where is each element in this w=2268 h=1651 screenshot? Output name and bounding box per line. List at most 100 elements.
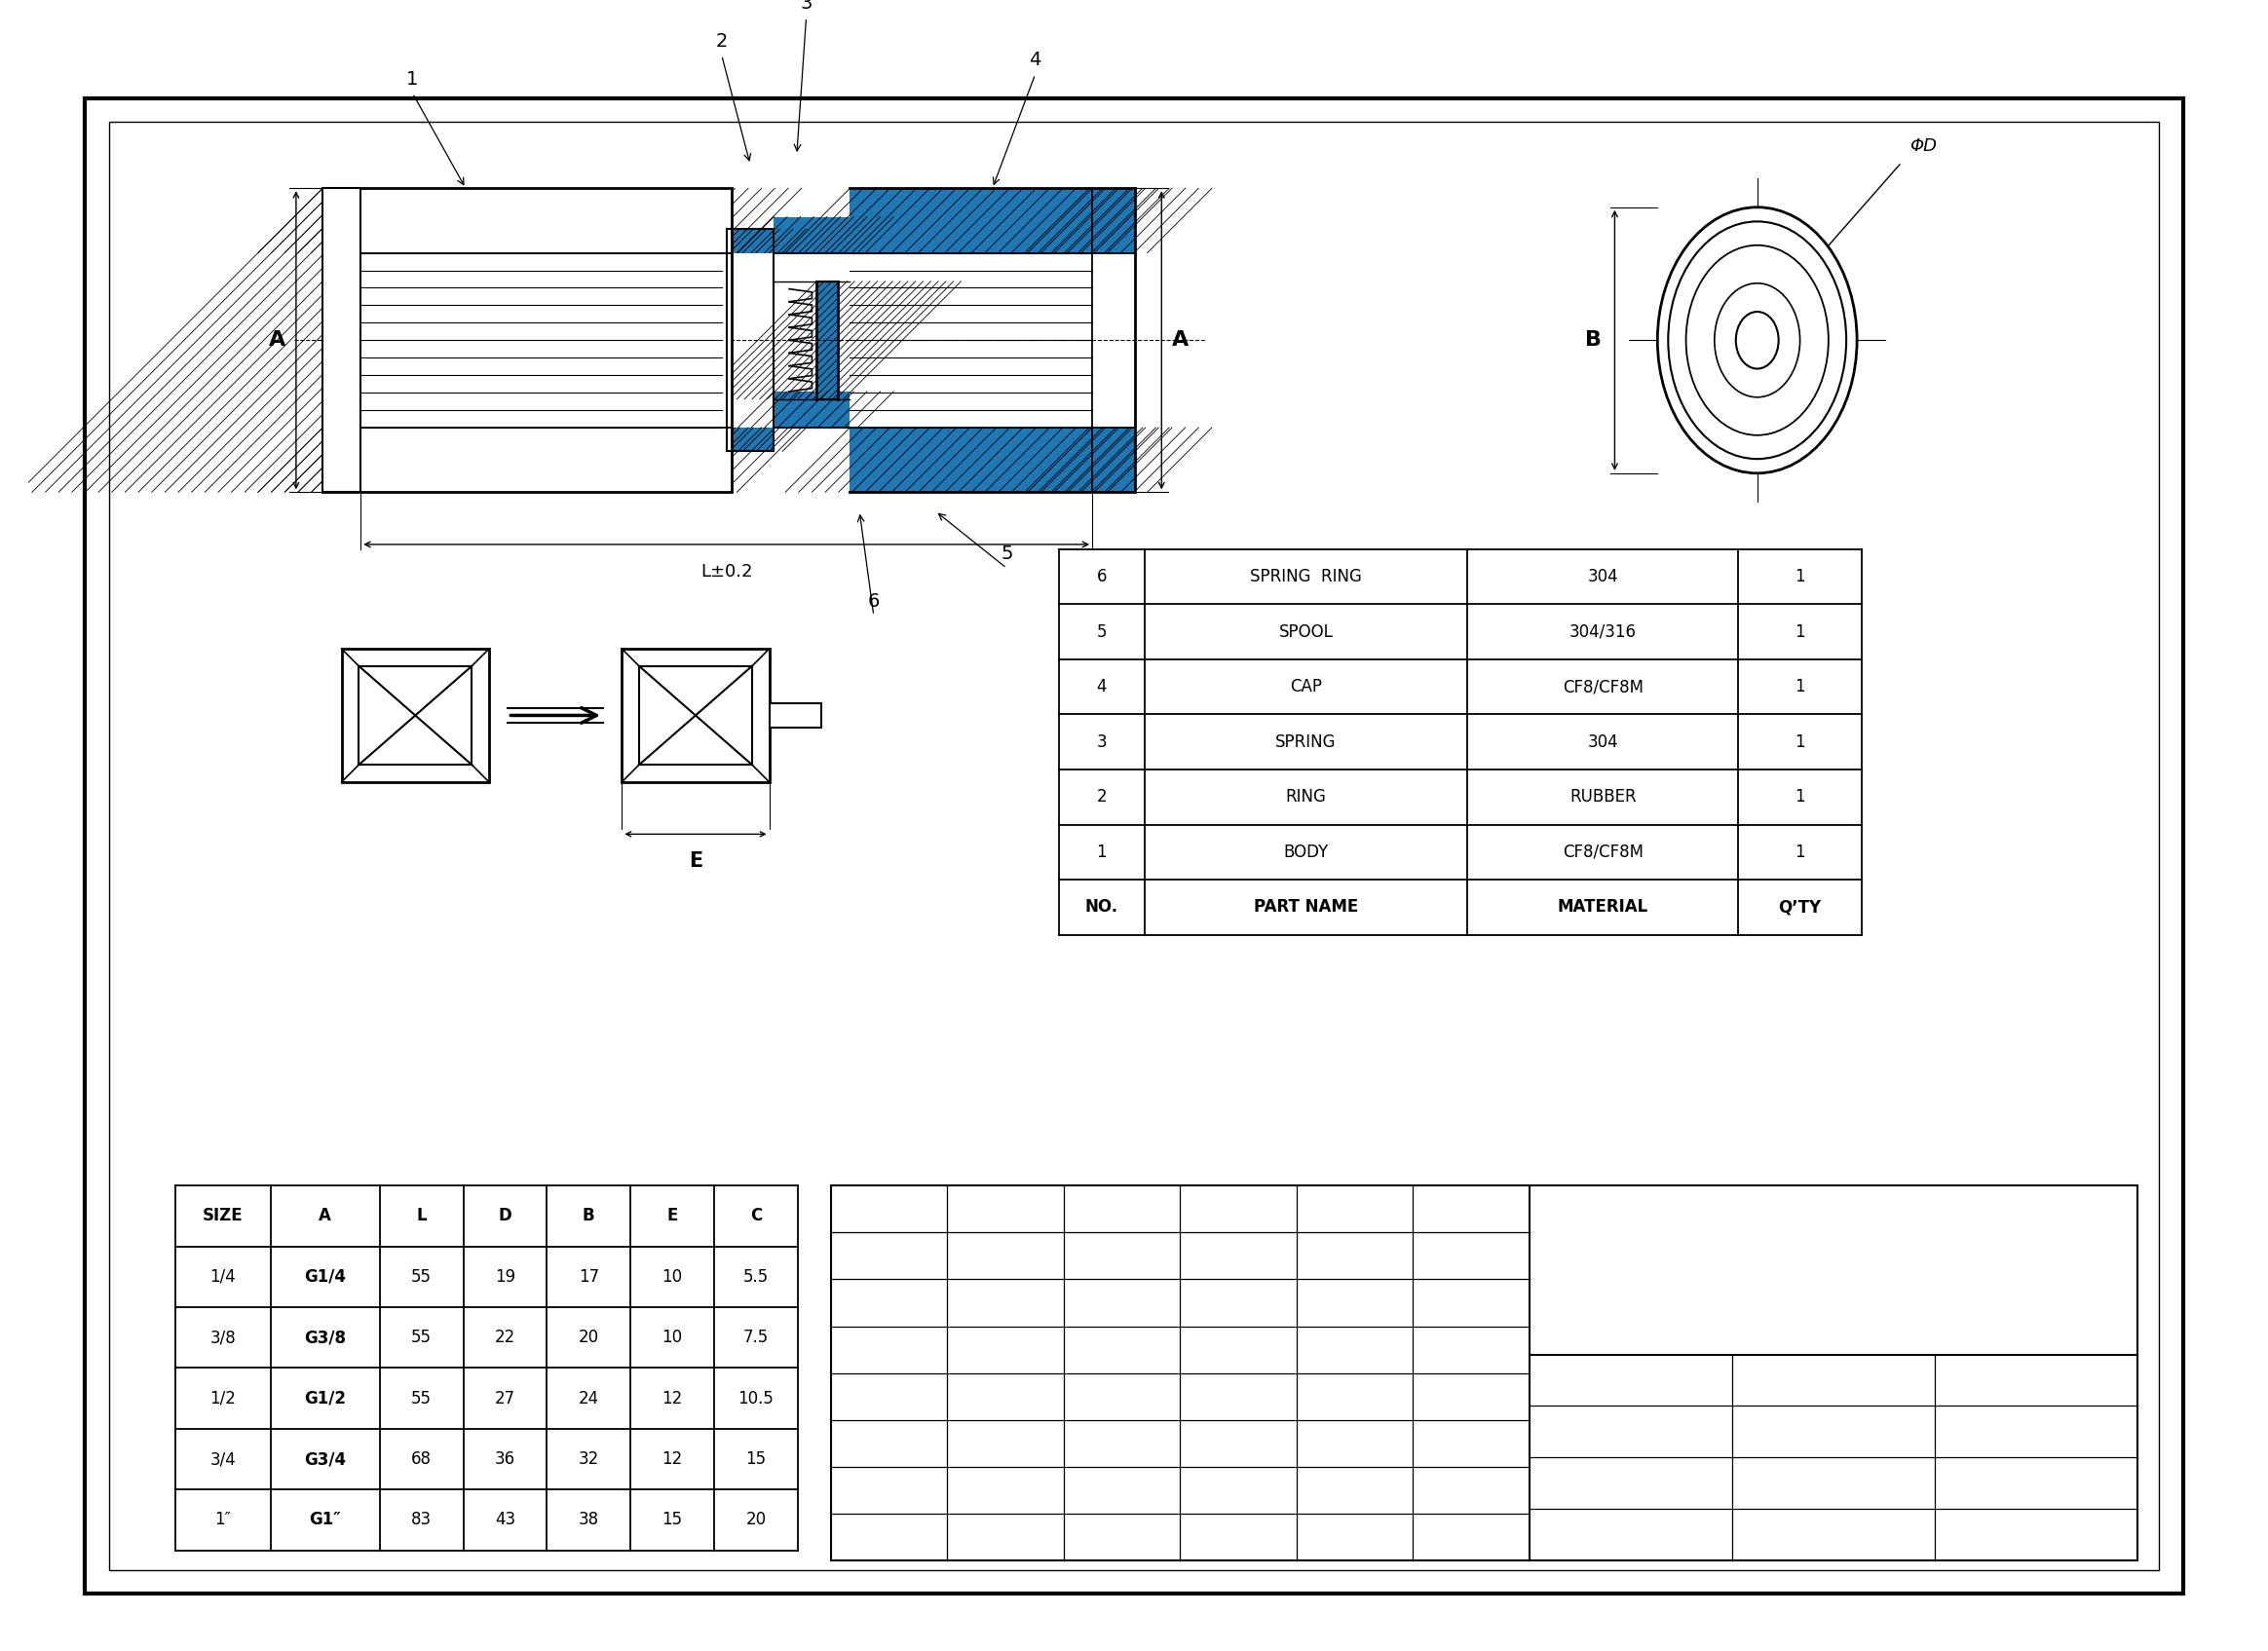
Text: 1: 1 — [1794, 733, 1805, 751]
Bar — [322, 188, 361, 492]
Text: BODY: BODY — [1284, 844, 1329, 860]
Text: 5.5: 5.5 — [744, 1268, 769, 1286]
Text: 3/4: 3/4 — [211, 1450, 236, 1468]
Text: 12: 12 — [662, 1450, 683, 1468]
Text: 20: 20 — [578, 1329, 599, 1346]
Bar — [1093, 188, 1134, 253]
Text: 304/316: 304/316 — [1569, 622, 1637, 641]
Text: 68: 68 — [411, 1450, 431, 1468]
Text: SPRING: SPRING — [1275, 733, 1336, 751]
Text: 100 Bar Spring Check
Valve Female ends: 100 Bar Spring Check Valve Female ends — [1708, 1243, 1957, 1293]
Text: 304: 304 — [1588, 568, 1619, 586]
Text: 10: 10 — [662, 1329, 683, 1346]
Text: MATERIAL: MATERIAL — [1558, 898, 1649, 916]
Text: 5: 5 — [1000, 545, 1014, 563]
Text: 22: 22 — [494, 1329, 515, 1346]
Text: RUBBER: RUBBER — [1569, 788, 1635, 806]
Text: 2: 2 — [717, 31, 728, 51]
Text: ETG-SPV100: ETG-SPV100 — [1805, 1446, 1957, 1469]
Text: L: L — [417, 1207, 426, 1225]
Bar — [830, 1185, 2136, 1560]
Text: 15: 15 — [662, 1511, 683, 1529]
Bar — [773, 391, 850, 428]
Text: 24: 24 — [578, 1390, 599, 1407]
Ellipse shape — [1715, 284, 1801, 398]
Text: 20: 20 — [746, 1511, 767, 1529]
Text: 55: 55 — [411, 1268, 431, 1286]
Text: 2: 2 — [1095, 788, 1107, 806]
Text: NO.: NO. — [1084, 898, 1118, 916]
Text: 1/4: 1/4 — [211, 1268, 236, 1286]
Bar — [816, 281, 837, 400]
Text: 3: 3 — [801, 0, 812, 13]
Text: E: E — [689, 852, 703, 870]
Text: 1: 1 — [406, 69, 420, 89]
Text: RING: RING — [1286, 788, 1327, 806]
Bar — [640, 665, 753, 764]
Text: 27: 27 — [494, 1390, 515, 1407]
Text: 1″: 1″ — [215, 1511, 231, 1529]
Text: 12: 12 — [662, 1390, 683, 1407]
Text: 17: 17 — [578, 1268, 599, 1286]
Text: PART NAME: PART NAME — [1254, 898, 1359, 916]
Text: G1/4: G1/4 — [304, 1268, 347, 1286]
Text: SPRING  RING: SPRING RING — [1250, 568, 1361, 586]
Text: 38: 38 — [578, 1511, 599, 1529]
Text: 15: 15 — [746, 1450, 767, 1468]
Text: ΦC: ΦC — [386, 332, 411, 348]
Bar — [850, 428, 1093, 492]
Text: 5: 5 — [1098, 622, 1107, 641]
Bar — [342, 649, 490, 783]
Text: CF8/CF8M: CF8/CF8M — [1563, 679, 1644, 695]
Text: CF8/CF8M: CF8/CF8M — [1563, 844, 1644, 860]
Text: G1″: G1″ — [308, 1511, 340, 1529]
Text: A: A — [320, 1207, 331, 1225]
Text: A: A — [268, 330, 286, 350]
Ellipse shape — [1685, 246, 1828, 436]
Text: 55: 55 — [411, 1390, 431, 1407]
Text: 6: 6 — [1098, 568, 1107, 586]
Text: 1: 1 — [1794, 844, 1805, 860]
Text: 32: 32 — [578, 1450, 599, 1468]
Text: 10: 10 — [662, 1268, 683, 1286]
Bar — [322, 188, 361, 492]
Text: 83: 83 — [411, 1511, 431, 1529]
Text: 55: 55 — [411, 1329, 431, 1346]
Text: G1/2: G1/2 — [304, 1390, 347, 1407]
Bar — [726, 428, 773, 451]
Text: D: D — [499, 1207, 513, 1225]
Text: A: A — [1173, 330, 1188, 350]
Bar — [850, 188, 1093, 253]
Bar — [322, 428, 730, 492]
Text: 6: 6 — [869, 593, 880, 611]
Text: ΦD: ΦD — [1910, 137, 1937, 155]
Text: 7.5: 7.5 — [744, 1329, 769, 1346]
Bar — [1093, 428, 1134, 492]
Text: 4: 4 — [1030, 51, 1041, 69]
Bar — [621, 649, 769, 783]
Ellipse shape — [1669, 221, 1846, 459]
Text: 3/8: 3/8 — [211, 1329, 236, 1346]
Ellipse shape — [1658, 208, 1857, 474]
Bar — [109, 122, 2159, 1570]
Bar — [773, 216, 850, 253]
Text: G3/8: G3/8 — [304, 1329, 347, 1346]
Bar — [358, 665, 472, 764]
Text: Q’TY: Q’TY — [1778, 898, 1821, 916]
Text: 19: 19 — [494, 1268, 515, 1286]
Text: C: C — [751, 1207, 762, 1225]
Text: 36: 36 — [494, 1450, 515, 1468]
Bar — [322, 188, 730, 492]
Text: 4: 4 — [1098, 679, 1107, 695]
Text: 10.5: 10.5 — [737, 1390, 773, 1407]
Text: 1: 1 — [1794, 622, 1805, 641]
Text: G3/4: G3/4 — [304, 1450, 347, 1468]
Text: 1: 1 — [1794, 568, 1805, 586]
Text: 43: 43 — [494, 1511, 515, 1529]
Text: L±0.2: L±0.2 — [701, 563, 753, 581]
Bar — [769, 703, 821, 728]
Text: 1: 1 — [1095, 844, 1107, 860]
Text: 1/2: 1/2 — [211, 1390, 236, 1407]
Bar — [322, 188, 730, 253]
Text: B: B — [583, 1207, 594, 1225]
